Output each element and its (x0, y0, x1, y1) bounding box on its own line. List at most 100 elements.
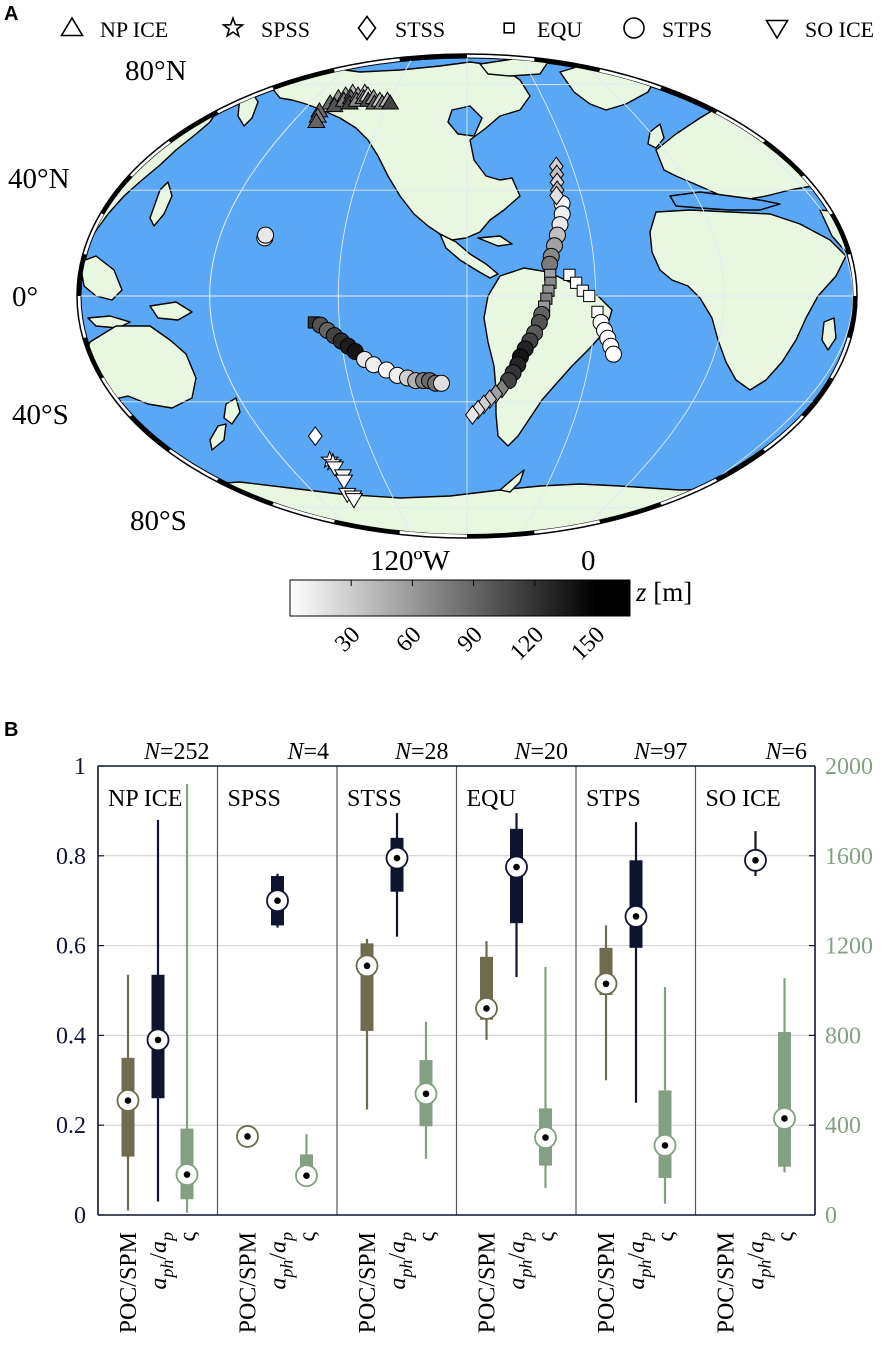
median-dot-aph-stss (393, 854, 401, 862)
xtick-aph-part: ph (516, 1260, 536, 1280)
n-value: =97 (650, 739, 688, 765)
median-dot-sigma-stss (422, 1090, 430, 1098)
colorbar-gradient (289, 579, 631, 617)
median-dot-poc-np-ice (124, 1097, 132, 1104)
xtick-aph-part: p (516, 1232, 536, 1243)
station-stss (465, 404, 480, 426)
xtick-aph-part: ph (635, 1260, 655, 1280)
group-name-np-ice: NP ICE (108, 786, 182, 812)
median-dot-poc-stps (602, 980, 610, 988)
frame-tick (168, 110, 219, 144)
station-so-ice (325, 461, 345, 477)
xtick-poc-spm: POC/SPM (236, 1232, 262, 1333)
land-indonesia (87, 315, 131, 329)
median-dot-poc-stss (363, 962, 371, 970)
frame-tick (599, 502, 662, 524)
station-equ (563, 268, 576, 281)
land-central-america (439, 233, 499, 279)
median-dot-sigma-np-ice (183, 1171, 191, 1178)
n-label-so-ice: N=6 (764, 739, 807, 765)
legend-marker-spss (221, 15, 245, 38)
lon-label-0: 0 (581, 545, 596, 577)
colorbar-tick-label: 60 (391, 622, 426, 657)
median-dot-aph-spss (274, 897, 281, 904)
group-name-stss: STSS (347, 786, 402, 812)
group-name-equ: EQU (467, 786, 516, 812)
xtick-aph-part: a (266, 1241, 292, 1253)
station-so-ice (334, 474, 354, 491)
median-dot-aph-so-ice (752, 856, 759, 864)
xtick-aph-part: a (266, 1278, 292, 1290)
xtick-aph-part: / (146, 1253, 172, 1260)
lat-label-80s: 80°S (130, 505, 187, 537)
xtick-aph-ap: aph/ap (744, 1232, 775, 1290)
land-japan (149, 181, 173, 227)
median-dot-sigma-spss (303, 1172, 310, 1180)
station-equ (583, 289, 596, 303)
meridian (631, 58, 853, 534)
frame-tick (660, 86, 718, 114)
land-se-asia (81, 255, 123, 301)
frame-tick (801, 377, 834, 417)
n-value: =6 (781, 739, 807, 765)
xtick-sigma: ς (175, 1232, 201, 1242)
mediterranean (669, 191, 781, 211)
map: 80°N 40°N 0° 40°S 80°S 120ºW 0 (8, 53, 858, 577)
colorbar-label: z [m] (635, 577, 692, 607)
median-dot-sigma-stps (661, 1142, 669, 1149)
frame-tick (129, 415, 172, 452)
legend-label-stps: STPS (662, 17, 712, 42)
group-name-so-ice: SO ICE (706, 786, 781, 812)
land-arctic-islands (479, 58, 549, 77)
xtick-aph-part: ph (755, 1260, 775, 1280)
land-caribbean (477, 235, 513, 247)
station-stss (307, 426, 323, 447)
station-np-ice (307, 112, 326, 128)
lat-label-0: 0° (12, 281, 38, 313)
xtick-aph-part: ph (277, 1260, 297, 1280)
xtick-poc-spm: POC/SPM (594, 1232, 620, 1333)
frame-tick (100, 175, 133, 215)
frame-tick (272, 68, 335, 90)
left-tick-label: 0.4 (56, 1023, 86, 1049)
median-dot-aph-stps (632, 913, 640, 920)
group-name-stps: STPS (586, 786, 641, 812)
left-tick-label: 0.2 (56, 1113, 86, 1139)
n-symbol: N (633, 739, 652, 765)
colorbar-tick-label: 120 (505, 622, 549, 666)
n-value: =20 (530, 739, 568, 765)
station-stss (494, 378, 510, 399)
left-tick-label: 0 (74, 1203, 86, 1229)
median-dot-poc-spss (244, 1133, 251, 1140)
xtick-aph-part: p (755, 1232, 775, 1243)
xtick-aph-ap: aph/ap (385, 1232, 416, 1290)
right-tick-label: 400 (825, 1113, 861, 1139)
xtick-aph-part: / (505, 1253, 531, 1260)
left-tick-label: 0.8 (56, 844, 86, 870)
legend-marker-stps (623, 17, 645, 39)
xtick-aph-part: a (385, 1278, 411, 1290)
xtick-sigma: ς (295, 1232, 321, 1242)
xtick-sigma: ς (773, 1232, 799, 1242)
n-symbol: N (764, 739, 783, 765)
xtick-poc-spm: POC/SPM (714, 1232, 740, 1333)
xtick-aph-part: a (385, 1241, 411, 1253)
station-stps (432, 374, 450, 392)
land-new-zealand-south (209, 423, 227, 451)
legend-label-spss: SPSS (261, 17, 310, 42)
legend-marker-np-ice (60, 16, 84, 37)
xtick-aph-part: a (624, 1278, 650, 1290)
xtick-aph-part: a (505, 1241, 531, 1253)
colorbar: 30 60 90 120 150 z [m] (289, 577, 692, 666)
n-label-np-ice: N=252 (143, 739, 210, 765)
station-stps (257, 226, 275, 244)
n-label-stss: N=28 (394, 739, 449, 765)
station-stps (604, 345, 622, 363)
n-value: =28 (411, 739, 449, 765)
xtick-sigma: ς (653, 1232, 679, 1242)
colorbar-label-unit: [m] (647, 577, 693, 607)
xtick-aph-part: a (505, 1278, 531, 1290)
land-antarctic-peninsula (499, 469, 525, 493)
xtick-aph-part: a (744, 1278, 770, 1290)
box-aph-stps (629, 860, 643, 948)
